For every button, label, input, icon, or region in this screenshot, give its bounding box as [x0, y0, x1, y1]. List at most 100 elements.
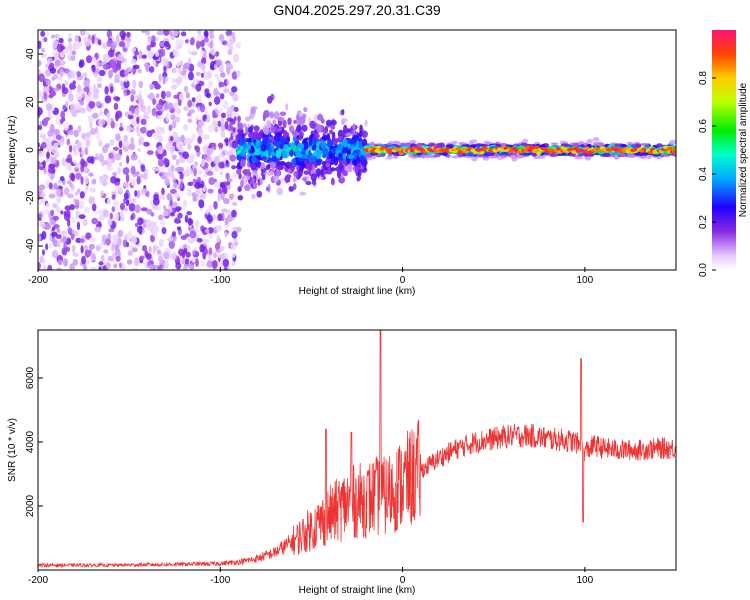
spectrogram-cell: [136, 132, 141, 137]
spectrogram-cell: [186, 137, 191, 144]
spectrogram-cell: [282, 119, 287, 129]
spectrogram-cell: [226, 106, 233, 115]
spectrogram-cell: [115, 110, 123, 119]
spectrogram-cell: [123, 182, 129, 188]
spectrogram-cell: [54, 33, 60, 39]
spectrogram-cell: [84, 166, 88, 172]
spectrogram-cell: [231, 86, 238, 93]
spectrogram-cell: [110, 176, 117, 184]
spectrogram-cell: [130, 58, 137, 65]
spectrogram-cell: [354, 164, 359, 174]
spectrogram-cell: [451, 155, 459, 159]
spectrogram-cell: [275, 169, 281, 177]
spectrogram-cell: [83, 264, 88, 270]
spectrogram-cell: [217, 192, 221, 202]
spectrogram-cell: [164, 177, 170, 187]
spectrogram-cell: [480, 143, 489, 148]
spectrogram-cell: [84, 188, 88, 195]
spectrogram-cell: [59, 68, 64, 78]
spectrogram-cell: [325, 119, 333, 127]
spectrogram-cell: [225, 159, 229, 165]
spectrogram-cell: [656, 143, 663, 148]
spectrogram-cell: [269, 148, 273, 153]
spectrogram-cell: [74, 191, 79, 196]
spectrogram-cell: [52, 203, 58, 209]
spectrogram-cell: [114, 212, 120, 221]
spectrogram-cell: [208, 177, 215, 185]
spectrogram-cell: [123, 192, 129, 200]
spectrogram-cell: [55, 134, 62, 140]
spectrogram-cell: [81, 132, 86, 140]
spectrogram-cell: [226, 78, 230, 87]
spectrogram-cell: [97, 83, 102, 89]
spectrogram-cell: [41, 230, 47, 240]
spectrogram-cell: [279, 144, 284, 150]
spectrogram-cell: [163, 64, 167, 73]
spectrogram-cell: [232, 238, 239, 247]
spectrogram-cell: [106, 197, 112, 206]
spectrogram-cell: [243, 175, 248, 185]
spectrogram-cell: [556, 153, 564, 157]
spectrogram-cell: [331, 132, 336, 142]
spectrogram-cell: [78, 60, 84, 69]
spectrogram-cell: [293, 170, 299, 178]
spectrogram-cell: [345, 132, 352, 137]
spectrogram-cell: [288, 163, 292, 168]
spectrogram-cell: [136, 175, 141, 185]
spectrogram-cell: [301, 113, 307, 119]
spectrogram-cell: [48, 243, 53, 249]
spectrogram-cell: [41, 249, 46, 256]
spectrogram-cell: [307, 155, 315, 163]
spectrogram-cell: [213, 155, 220, 165]
spectrogram-cell: [187, 71, 194, 81]
spectrogram-cell: [285, 174, 292, 179]
spectrogram-ridge-cell: [525, 145, 531, 150]
spectrogram-cell: [420, 154, 427, 157]
spectrogram-cell: [138, 98, 145, 106]
spectrogram-cell: [101, 118, 106, 126]
spectrogram-cell: [203, 173, 207, 178]
spectrogram-cell: [262, 136, 268, 146]
spectrogram-cell: [451, 140, 458, 145]
spectrogram-cell: [371, 155, 377, 160]
spectrogram-cell: [143, 171, 148, 181]
spectrogram-cell: [149, 83, 154, 91]
spectrogram-cell: [214, 96, 221, 105]
spectrogram-cell: [508, 144, 514, 148]
spectrogram-cell: [72, 252, 80, 257]
snr-x-tick-label: 0: [400, 575, 406, 586]
spectrogram-cell: [62, 229, 68, 237]
spectrogram-cell: [220, 71, 226, 78]
spectrogram-cell: [158, 134, 163, 143]
spectrogram-cell: [61, 247, 68, 256]
spectrogram-cell: [140, 164, 146, 172]
spectrogram-cell: [86, 55, 93, 64]
spectrogram-cell: [67, 37, 73, 43]
spectrogram-cell: [240, 159, 246, 168]
spectrogram-cell: [111, 194, 116, 200]
spectrogram-cell: [157, 50, 164, 58]
spectrogram-cell: [202, 134, 209, 140]
spectrogram-cell: [115, 255, 121, 262]
spectrogram-cell: [316, 149, 323, 156]
spectrogram-cell: [180, 31, 187, 37]
colorbar-tick-label: 0.8: [698, 71, 709, 85]
spectrogram-cell: [229, 121, 233, 130]
spectrogram-cell: [170, 188, 177, 195]
spectrogram-cell: [186, 112, 191, 117]
spectrogram-cell: [248, 131, 255, 139]
spectrogram-cell: [185, 251, 191, 258]
spectrogram-cell: [277, 116, 285, 122]
spectrogram-cell: [114, 133, 121, 141]
spectrogram-cell: [65, 157, 73, 163]
spectrogram-cell: [160, 90, 166, 100]
spectrogram-cell: [50, 34, 56, 39]
spectrogram-cell: [165, 142, 173, 151]
spectrogram-cell: [147, 50, 155, 59]
spectrogram-cell: [130, 94, 135, 103]
spectrogram-cell: [181, 251, 186, 259]
spectrogram-cell: [240, 149, 247, 157]
spectrogram-cell: [251, 193, 256, 200]
spectrogram-cell: [356, 177, 360, 182]
spectrogram-cell: [217, 142, 224, 149]
